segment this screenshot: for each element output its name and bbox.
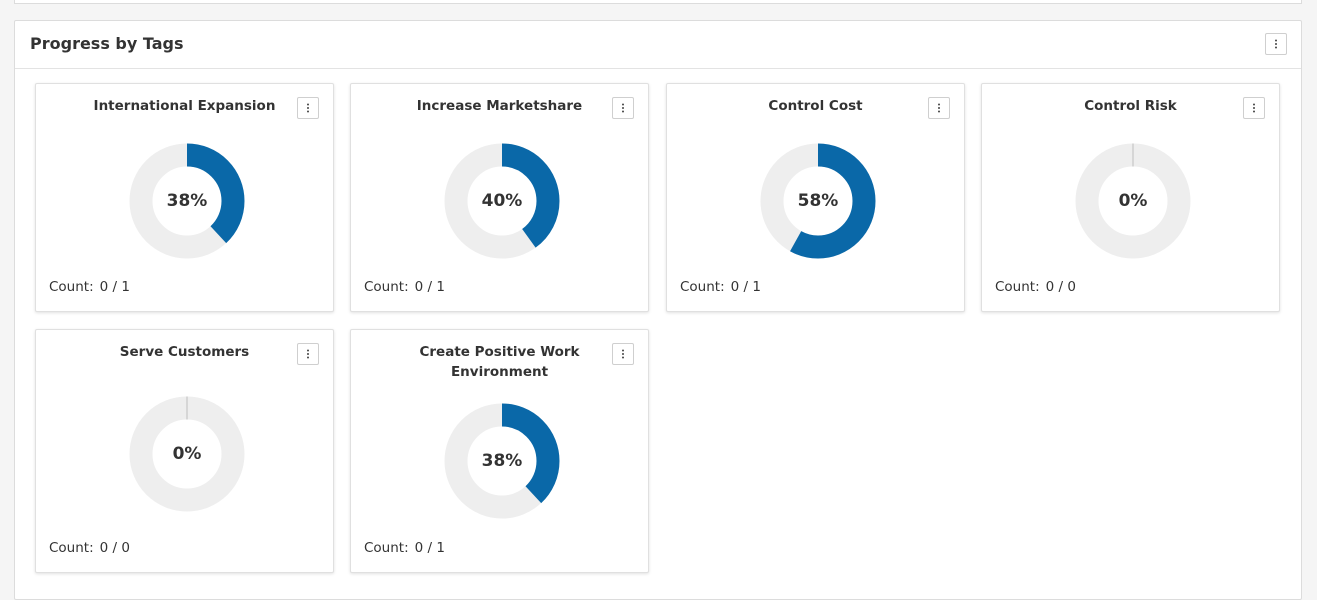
card-title: Serve Customers [119, 344, 250, 360]
progress-donut: 40% [444, 143, 560, 259]
count-row: Count: 0 / 0 [49, 540, 130, 556]
kebab-vertical-icon [622, 349, 624, 359]
kebab-vertical-icon [1275, 39, 1277, 49]
card-menu-button[interactable] [297, 97, 319, 119]
count-label: Count: [995, 279, 1040, 295]
count-row: Count: 0 / 0 [995, 279, 1076, 295]
count-value: 0 / 1 [730, 279, 761, 295]
donut-progress-arc [129, 143, 245, 259]
progress-donut: 58% [760, 143, 876, 259]
progress-percent: 40% [481, 191, 523, 211]
count-label: Count: [364, 279, 409, 295]
kebab-vertical-icon [307, 349, 309, 359]
progress-donut: 38% [129, 143, 245, 259]
progress-percent: 0% [172, 444, 202, 464]
donut-chart [444, 143, 560, 259]
count-row: Count: 0 / 1 [364, 279, 445, 295]
tag-card-create-positive-work-environment: Create Positive Work Environment 38% Cou… [350, 329, 649, 573]
card-menu-button[interactable] [612, 343, 634, 365]
card-menu-button[interactable] [297, 343, 319, 365]
donut-progress-arc [444, 403, 560, 519]
card-title: Control Cost [768, 98, 863, 114]
card-menu-button[interactable] [1243, 97, 1265, 119]
count-value: 0 / 1 [414, 279, 445, 295]
donut-chart [129, 396, 245, 512]
donut-progress-arc [444, 143, 560, 259]
donut-chart [129, 143, 245, 259]
count-label: Count: [364, 540, 409, 556]
panel-menu-button[interactable] [1265, 33, 1287, 55]
donut-chart [760, 143, 876, 259]
card-title: International Expansion [93, 98, 276, 114]
count-row: Count: 0 / 1 [680, 279, 761, 295]
kebab-vertical-icon [307, 103, 309, 113]
donut-chart [1075, 143, 1191, 259]
count-value: 0 / 0 [99, 540, 130, 556]
progress-percent: 0% [1118, 191, 1148, 211]
kebab-vertical-icon [622, 103, 624, 113]
progress-percent: 58% [797, 191, 839, 211]
progress-donut: 0% [1075, 143, 1191, 259]
tag-card-increase-marketshare: Increase Marketshare 40% Count: 0 / 1 [350, 83, 649, 312]
kebab-vertical-icon [938, 103, 940, 113]
count-row: Count: 0 / 1 [364, 540, 445, 556]
count-value: 0 / 1 [99, 279, 130, 295]
count-label: Count: [49, 540, 94, 556]
count-value: 0 / 1 [414, 540, 445, 556]
count-row: Count: 0 / 1 [49, 279, 130, 295]
count-label: Count: [680, 279, 725, 295]
card-menu-button[interactable] [928, 97, 950, 119]
progress-percent: 38% [166, 191, 208, 211]
progress-donut: 0% [129, 396, 245, 512]
card-menu-button[interactable] [612, 97, 634, 119]
progress-percent: 38% [481, 451, 523, 471]
card-title: Create Positive Work Environment [419, 344, 580, 380]
count-value: 0 / 0 [1045, 279, 1076, 295]
count-label: Count: [49, 279, 94, 295]
panel-title: Progress by Tags [30, 34, 184, 53]
donut-progress-arc [760, 143, 876, 259]
previous-panel-edge [14, 0, 1302, 4]
card-title: Increase Marketshare [416, 98, 583, 114]
panel-header: Progress by Tags [15, 21, 1301, 69]
tag-card-serve-customers: Serve Customers 0% Count: 0 / 0 [35, 329, 334, 573]
card-title: Control Risk [1084, 98, 1177, 114]
tag-card-control-cost: Control Cost 58% Count: 0 / 1 [666, 83, 965, 312]
progress-donut: 38% [444, 403, 560, 519]
kebab-vertical-icon [1253, 103, 1255, 113]
donut-chart [444, 403, 560, 519]
tag-card-international-expansion: International Expansion 38% Count: 0 / 1 [35, 83, 334, 312]
tag-card-control-risk: Control Risk 0% Count: 0 / 0 [981, 83, 1280, 312]
progress-by-tags-panel: Progress by Tags International Expansion… [14, 20, 1302, 600]
